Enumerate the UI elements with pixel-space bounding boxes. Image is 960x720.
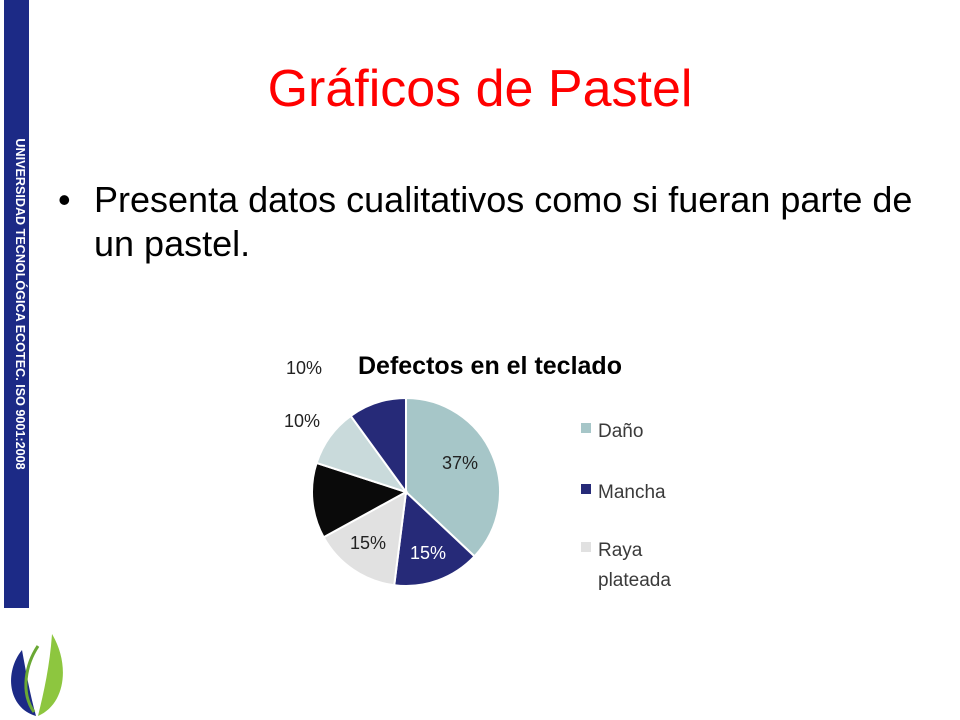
pie-slice-3 (311, 461, 409, 539)
legend-label: Mancha (598, 482, 666, 503)
data-label: 10% (286, 358, 322, 378)
chart-title: Defectos en el teclado (358, 352, 622, 380)
legend-label: Raya (598, 540, 643, 561)
leaf-logo (11, 634, 63, 716)
pie-slice-mancha (393, 489, 476, 587)
bullet-text: Presenta datos cualitativos como si fuer… (94, 179, 913, 264)
pie-slice-daño (405, 396, 501, 558)
bullet-dot: • (58, 179, 71, 220)
legend-label: Daño (598, 421, 643, 442)
pie-slice-5 (349, 396, 407, 496)
legend-swatch (581, 484, 591, 494)
data-label: 15% (410, 543, 446, 563)
bullet-item: • Presenta datos cualitativos como si fu… (58, 178, 928, 266)
data-label: 10% (284, 411, 320, 431)
data-label: 37% (442, 453, 478, 473)
legend-swatch (581, 423, 591, 433)
slide-title: Gráficos de Pastel (267, 60, 693, 118)
legend-label: plateada (598, 570, 671, 591)
pie-slice-raya-plateada (322, 490, 408, 587)
data-label: 15% (350, 533, 386, 553)
legend-swatch (581, 542, 591, 552)
sidebar-band: UNIVERSIDAD TECNOLÓGICA ECOTEC. ISO 9001… (4, 0, 29, 608)
